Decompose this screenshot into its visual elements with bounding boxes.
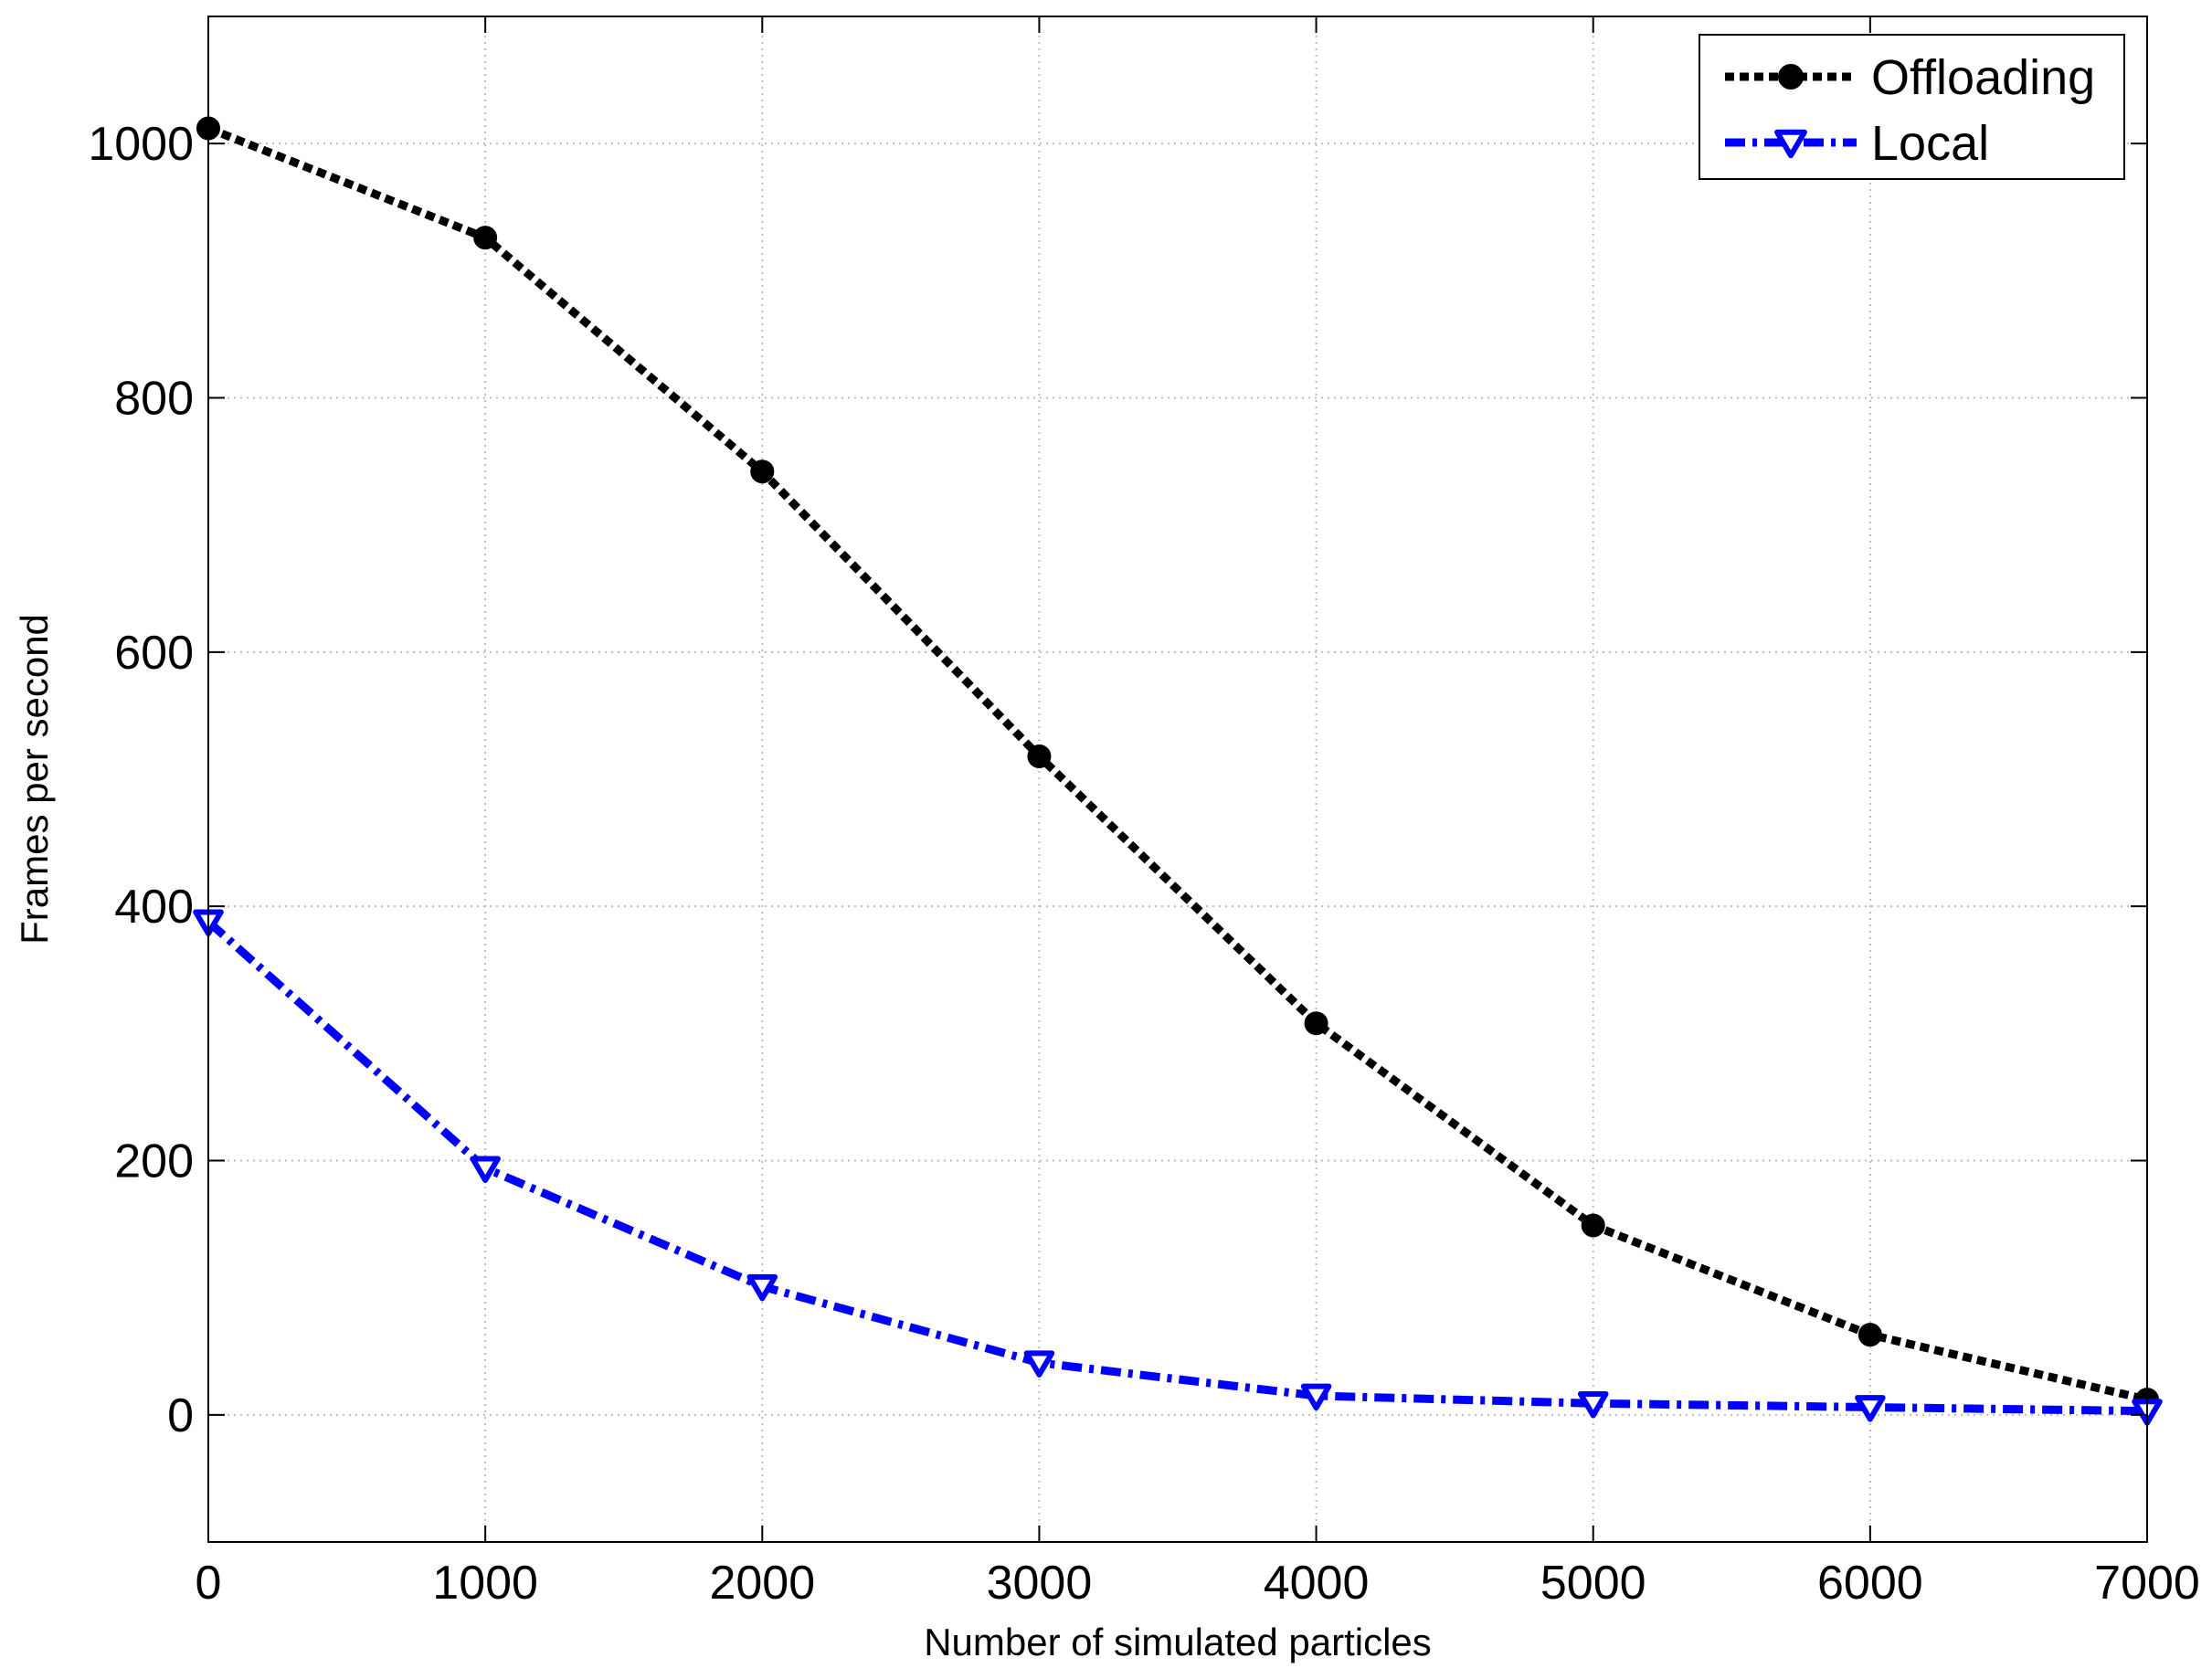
x-tick-label: 5000 [1540, 1557, 1646, 1610]
plot-frame [207, 16, 2148, 1543]
legend-label: Local [1871, 116, 1989, 171]
y-axis-label: Frames per second [13, 614, 56, 945]
x-tick-label: 1000 [432, 1557, 538, 1610]
data-point [1304, 1011, 1328, 1036]
data-point [470, 1156, 501, 1183]
legend-label: Offloading [1871, 50, 2095, 105]
series-line [206, 124, 2149, 1404]
data-point [473, 226, 498, 250]
x-tick-label: 6000 [1817, 1557, 1923, 1610]
data-point [1027, 744, 1052, 768]
data-point [1774, 129, 1807, 159]
data-point [1581, 1213, 1605, 1238]
data-point [1300, 1383, 1332, 1411]
y-tick-label: 0 [167, 1389, 194, 1442]
legend-box [1699, 34, 2125, 180]
series-local [193, 909, 2163, 1426]
y-tick-label: 800 [114, 373, 194, 426]
y-tick-label: 1000 [88, 118, 194, 171]
x-axis-label: Number of simulated particles [924, 1621, 1432, 1663]
x-tick-label: 4000 [1264, 1557, 1370, 1610]
y-tick-label: 400 [114, 881, 194, 934]
data-point [1023, 1350, 1055, 1378]
plot-background [208, 16, 2147, 1542]
x-tick-label: 7000 [2094, 1557, 2200, 1610]
data-point [1855, 1395, 1886, 1422]
series-layer [193, 116, 2163, 1426]
y-tick-label: 200 [114, 1135, 194, 1188]
legend-entry-local: Local [1725, 116, 1989, 171]
x-tick-label: 2000 [709, 1557, 815, 1610]
axis-ticks: 0 1000 2000 3000 4000 5000 6000 7000 0 200 400 600 8… [88, 16, 2200, 1610]
data-point [750, 459, 775, 484]
x-tick-label: 3000 [987, 1557, 1093, 1610]
y-tick-label: 600 [114, 627, 194, 680]
legend: Offloading Local [1699, 34, 2125, 180]
data-point [1577, 1390, 1609, 1419]
x-tick-label: 0 [196, 1557, 222, 1610]
data-point [1778, 64, 1804, 90]
data-point [746, 1273, 778, 1302]
data-point [1857, 1323, 1882, 1347]
legend-entry-offloading: Offloading [1725, 50, 2095, 105]
series-line [206, 918, 2148, 1416]
